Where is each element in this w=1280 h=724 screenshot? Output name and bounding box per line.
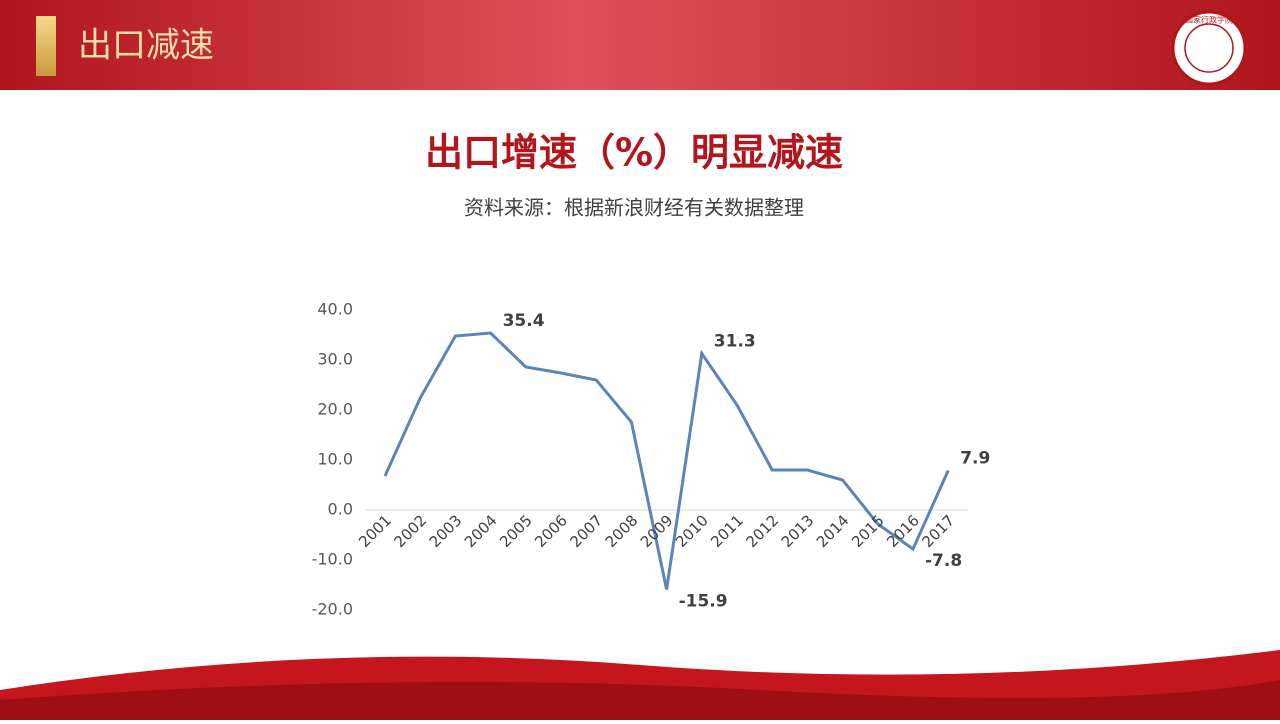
- y-tick-label: 0.0: [328, 500, 353, 519]
- y-tick-label: 10.0: [317, 450, 353, 469]
- logo: 国家行政学院: [1171, 10, 1247, 86]
- plot-area: [305, 245, 975, 625]
- data-label: -15.9: [679, 592, 728, 612]
- y-tick-label: -10.0: [312, 550, 353, 569]
- header-accent: [36, 16, 56, 76]
- chart-subtitle: 资料来源：根据新浪财经有关数据整理: [464, 196, 804, 220]
- header-title: 出口减速: [78, 26, 214, 66]
- data-label: 7.9: [960, 449, 990, 469]
- y-tick-label: 30.0: [317, 350, 353, 369]
- data-label: 35.4: [503, 311, 545, 331]
- chart-title: 出口增速（%）明显减速: [425, 131, 843, 175]
- y-tick-label: 40.0: [317, 300, 353, 319]
- logo-text: 国家行政学院: [1185, 15, 1233, 25]
- logo-ring: [1171, 10, 1247, 86]
- logo-inner: [1184, 23, 1234, 73]
- y-tick-label: -20.0: [312, 600, 353, 619]
- y-tick-label: 20.0: [317, 400, 353, 419]
- header-band: [0, 0, 1280, 90]
- line: [383, 331, 950, 590]
- footer-wave-dark: [0, 680, 1280, 720]
- data-label: 31.3: [714, 332, 756, 352]
- data-label: -7.8: [925, 551, 962, 571]
